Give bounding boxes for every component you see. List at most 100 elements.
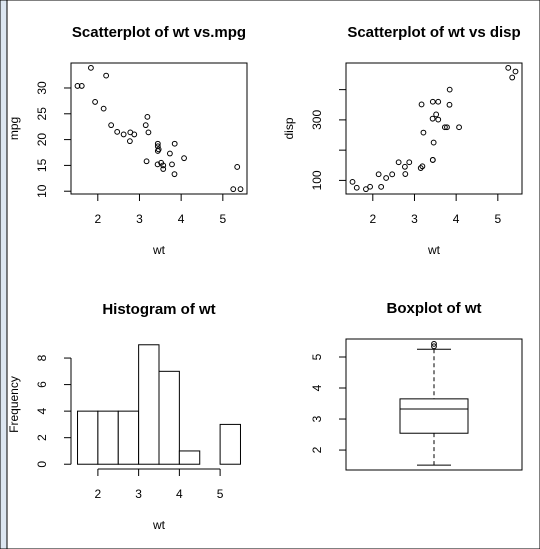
point [429, 98, 436, 105]
point [433, 111, 440, 118]
bar [158, 370, 180, 465]
point [435, 98, 442, 105]
point [389, 171, 396, 178]
box [399, 398, 469, 434]
point [92, 99, 98, 105]
point [446, 101, 453, 108]
point [160, 162, 167, 169]
point [142, 122, 149, 129]
bar [178, 450, 201, 465]
point [363, 186, 369, 193]
window-edge [0, 0, 8, 549]
point [512, 68, 519, 75]
point [126, 138, 133, 145]
y-tick-label: 20 [35, 133, 49, 147]
bar [77, 410, 99, 465]
point [435, 116, 442, 123]
point [171, 140, 178, 147]
point [144, 113, 151, 120]
point [160, 166, 167, 172]
y-tick-label: 300 [310, 110, 324, 130]
point [103, 72, 110, 79]
y-tick-label: 15 [35, 158, 49, 172]
point [444, 124, 450, 131]
point [430, 139, 437, 146]
chart-title: Scatterplot of wt vs.mpg [72, 24, 246, 41]
y-tick-label: 4 [35, 407, 49, 414]
y-tick-label: 30 [35, 81, 49, 95]
x-tick-label: 2 [95, 487, 102, 501]
chart-title: Histogram of wt [102, 301, 215, 318]
chart-title: Scatterplot of wt vs disp [347, 24, 520, 41]
point [375, 171, 382, 178]
point [108, 122, 115, 129]
point [429, 157, 436, 163]
point [401, 163, 408, 170]
point [120, 131, 127, 138]
point [367, 183, 373, 190]
y-tick-label: 8 [35, 354, 49, 361]
point [181, 155, 187, 162]
y-tick-label: 5 [310, 353, 324, 360]
point [237, 186, 244, 193]
x-tick-label: 5 [494, 212, 501, 226]
y-tick-label: 3 [310, 415, 324, 422]
point [419, 163, 426, 170]
y-axis-label: disp [282, 117, 296, 139]
chart-title: Boxplot of wt [387, 300, 482, 317]
y-tick-label: 6 [35, 381, 49, 388]
y-axis-label: mpg [7, 117, 21, 140]
point [505, 64, 512, 71]
y-tick-label: 25 [35, 107, 49, 121]
x-tick-label: 4 [176, 487, 183, 501]
point [127, 129, 134, 136]
y-tick-label: 100 [310, 170, 324, 190]
point [143, 158, 150, 165]
x-tick-label: 5 [217, 487, 224, 501]
x-axis-label: wt [427, 243, 441, 257]
point [166, 150, 173, 157]
point [154, 161, 161, 168]
point [446, 86, 453, 93]
point [230, 186, 237, 193]
point [402, 171, 409, 177]
point [88, 64, 94, 71]
x-tick-label: 3 [411, 212, 418, 226]
point [145, 129, 152, 136]
point [456, 124, 462, 131]
point [383, 175, 390, 181]
x-tick-label: 3 [135, 487, 142, 501]
point [353, 184, 360, 191]
x-tick-label: 4 [178, 212, 185, 226]
point [78, 83, 85, 89]
y-tick-label: 0 [35, 461, 49, 468]
point [154, 140, 161, 147]
point [169, 161, 175, 168]
point [234, 164, 241, 170]
outlier [431, 340, 437, 347]
point [378, 183, 385, 190]
y-tick-label: 2 [35, 434, 49, 441]
point [171, 171, 178, 178]
point [395, 159, 402, 166]
bar [117, 410, 140, 465]
point [441, 124, 448, 131]
y-tick-label: 4 [310, 384, 324, 391]
bar [138, 344, 160, 465]
bar [219, 423, 241, 465]
x-tick-label: 4 [453, 212, 460, 226]
point [417, 165, 424, 171]
y-axis-label: Frequency [7, 376, 21, 433]
point [100, 105, 107, 112]
point [349, 178, 356, 185]
point [418, 101, 425, 108]
point [114, 128, 121, 135]
x-tick-label: 2 [369, 212, 376, 226]
point [406, 159, 413, 166]
point [509, 74, 516, 81]
x-axis-label: wt [152, 243, 166, 257]
point [154, 148, 161, 154]
